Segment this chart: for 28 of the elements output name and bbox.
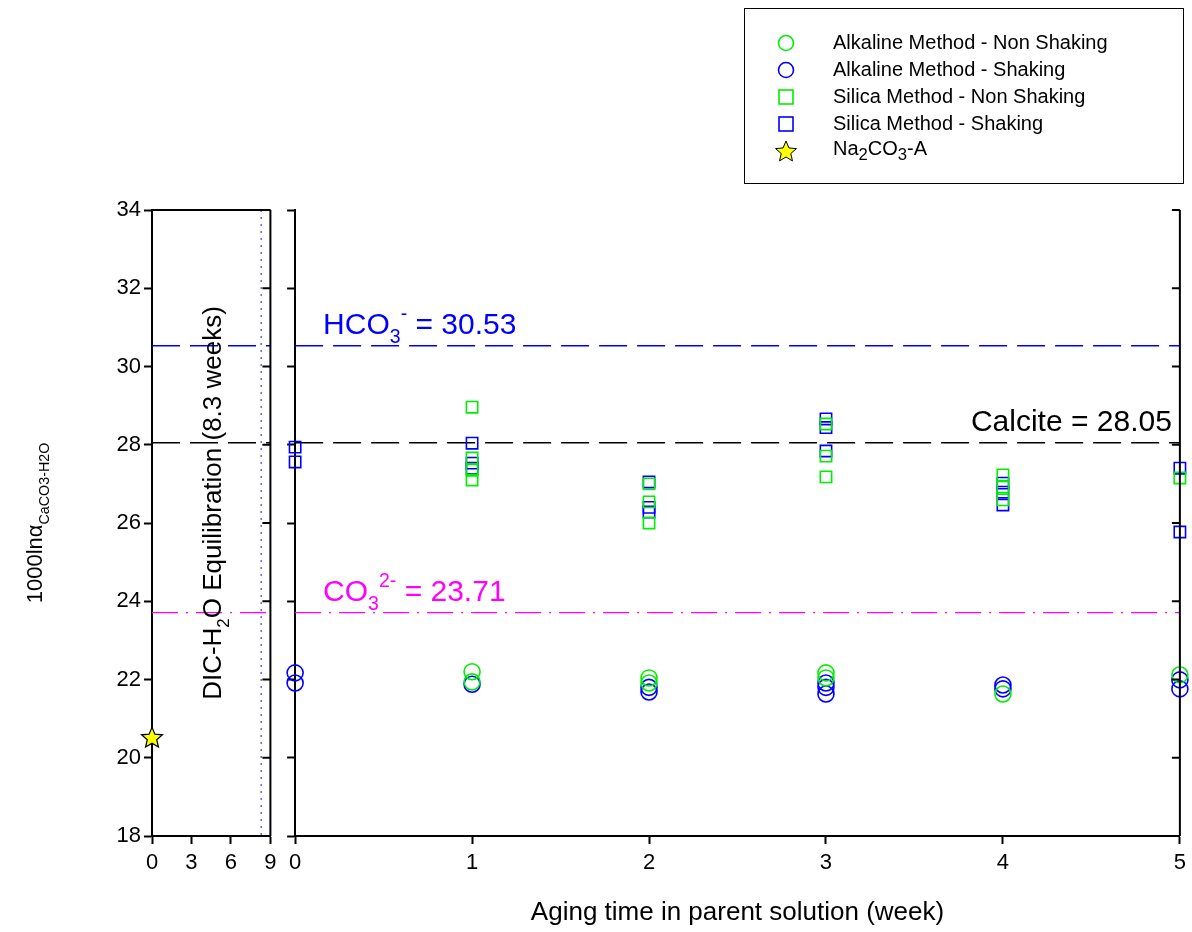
- x-tick-label: 3: [185, 849, 198, 875]
- x-tick-label: 0: [288, 849, 302, 875]
- y-tick-label: 18: [116, 822, 141, 848]
- x-tick-label: 9: [264, 849, 277, 875]
- x-tick-label: 1: [465, 849, 479, 875]
- x-tick-label: 3: [819, 849, 833, 875]
- legend-label: Silica Method - Shaking: [833, 112, 1044, 135]
- x-tick-label: 2: [642, 849, 656, 875]
- y-tick-label: 22: [116, 665, 141, 691]
- x-tick-label: 6: [224, 849, 238, 875]
- y-tick-label: 32: [116, 274, 141, 300]
- legend-label: Alkaline Method - Non Shaking: [833, 31, 1108, 54]
- x-tick-label: 5: [1173, 849, 1187, 875]
- y-tick-label: 24: [116, 587, 141, 613]
- y-axis-title: 1000lnαCaCO3-H2O: [22, 442, 52, 604]
- y-tick-label: 34: [116, 196, 141, 222]
- ref-line-label: Calcite = 28.05: [970, 403, 1172, 437]
- legend-label: Silica Method - Non Shaking: [833, 85, 1086, 108]
- x-tick-label: 4: [996, 849, 1010, 875]
- annotation: DIC-H2O Equilibration (8.3 weeks): [197, 306, 233, 700]
- x-tick-label: 0: [145, 849, 159, 875]
- legend-label: Na$_{2}$CO$_{3}$-A: [833, 136, 928, 165]
- x-axis-title: Aging time in parent solution (week): [530, 895, 945, 926]
- y-tick-label: 28: [116, 430, 141, 456]
- y-tick-label: 20: [116, 743, 141, 769]
- legend-label: Alkaline Method - Shaking: [833, 58, 1066, 81]
- y-tick-label: 30: [116, 352, 141, 378]
- y-tick-label: 26: [116, 509, 141, 535]
